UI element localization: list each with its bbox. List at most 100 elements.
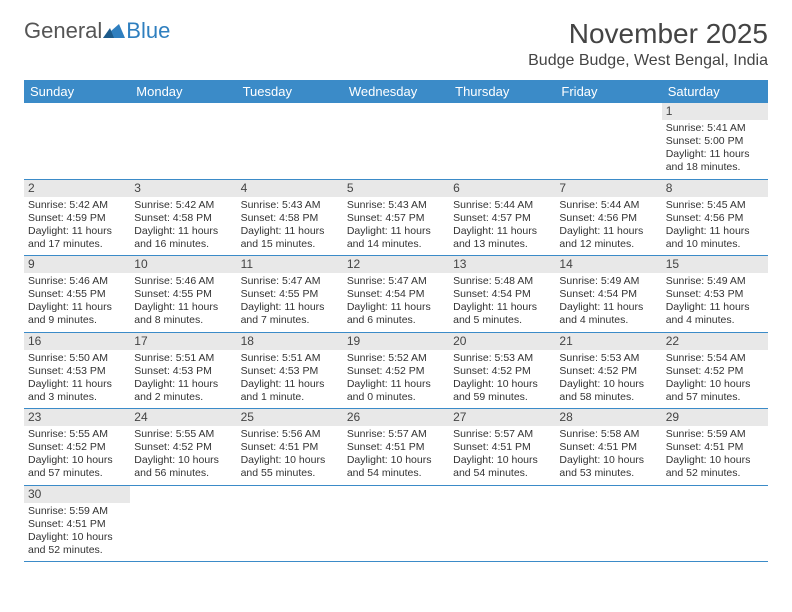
- daylight-line: Daylight: 11 hours and 15 minutes.: [241, 225, 339, 251]
- logo-icon: [103, 18, 125, 44]
- sunrise-line: Sunrise: 5:42 AM: [28, 199, 126, 212]
- sunrise-line: Sunrise: 5:47 AM: [241, 275, 339, 288]
- sunrise-line: Sunrise: 5:56 AM: [241, 428, 339, 441]
- sunrise-line: Sunrise: 5:48 AM: [453, 275, 551, 288]
- daylight-line: Daylight: 10 hours and 58 minutes.: [559, 378, 657, 404]
- day-cell: 17Sunrise: 5:51 AMSunset: 4:53 PMDayligh…: [130, 333, 236, 409]
- sunset-line: Sunset: 4:52 PM: [453, 365, 551, 378]
- day-number: 9: [24, 256, 130, 273]
- week-row: 9 Sunrise: 5:46 AM Sunset: 4:55 PM Daylight…: [24, 256, 768, 333]
- daylight-line: Daylight: 10 hours and 54 minutes.: [453, 454, 551, 480]
- day-number: 24: [130, 409, 236, 426]
- sunset-line: Sunset: 4:52 PM: [28, 441, 126, 454]
- day-cell: 9Sunrise: 5:46 AMSunset: 4:55 PMDaylight…: [24, 256, 130, 332]
- daylight-line: Daylight: 11 hours and 4 minutes.: [666, 301, 764, 327]
- sunset-line: Sunset: 4:58 PM: [241, 212, 339, 225]
- sunrise-line: Sunrise: 5:49 AM: [666, 275, 764, 288]
- sunset-line: Sunset: 4:51 PM: [28, 518, 126, 531]
- empty-cell: [449, 486, 555, 562]
- week-row: 16Sunrise: 5:50 AMSunset: 4:53 PMDayligh…: [24, 333, 768, 410]
- day-cell: 27 Sunrise: 5:57 AMSunset: 4:51 PMDayligh…: [449, 409, 555, 485]
- sunrise-line: Sunrise: 5:57 AM: [347, 428, 445, 441]
- daylight-line: Daylight: 10 hours and 54 minutes.: [347, 454, 445, 480]
- day-cell: 16Sunrise: 5:50 AMSunset: 4:53 PMDayligh…: [24, 333, 130, 409]
- empty-cell: [449, 103, 555, 179]
- weekday-col: Tuesday: [237, 80, 343, 103]
- daylight-line: Daylight: 11 hours and 8 minutes.: [134, 301, 232, 327]
- sunset-line: Sunset: 4:57 PM: [453, 212, 551, 225]
- daylight-line: Daylight: 11 hours and 3 minutes.: [28, 378, 126, 404]
- sunrise-line: Sunrise: 5:41 AM: [666, 122, 764, 135]
- daylight-line: Daylight: 10 hours and 56 minutes.: [134, 454, 232, 480]
- day-cell: 25Sunrise: 5:56 AMSunset: 4:51 PMDayligh…: [237, 409, 343, 485]
- sunset-line: Sunset: 4:55 PM: [241, 288, 339, 301]
- day-cell: 23Sunrise: 5:55 AMSunset: 4:52 PMDayligh…: [24, 409, 130, 485]
- daylight-line: Daylight: 10 hours and 55 minutes.: [241, 454, 339, 480]
- daylight-line: Daylight: 10 hours and 52 minutes.: [28, 531, 126, 557]
- sunrise-line: Sunrise: 5:53 AM: [453, 352, 551, 365]
- sunset-line: Sunset: 4:51 PM: [666, 441, 764, 454]
- day-number: 28: [555, 409, 661, 426]
- daylight-line: Daylight: 11 hours and 9 minutes.: [28, 301, 126, 327]
- daylight-line: Daylight: 11 hours and 1 minute.: [241, 378, 339, 404]
- sunrise-line: Sunrise: 5:46 AM: [134, 275, 232, 288]
- sunrise-line: Sunrise: 5:55 AM: [28, 428, 126, 441]
- sunrise-line: Sunrise: 5:52 AM: [347, 352, 445, 365]
- day-cell: 28Sunrise: 5:58 AMSunset: 4:51 PMDayligh…: [555, 409, 661, 485]
- day-number: 11: [237, 256, 343, 273]
- day-number: 27: [449, 409, 555, 426]
- week-row: 30Sunrise: 5:59 AMSunset: 4:51 PMDayligh…: [24, 486, 768, 563]
- day-cell: 13Sunrise: 5:48 AMSunset: 4:54 PMDayligh…: [449, 256, 555, 332]
- empty-cell: [130, 486, 236, 562]
- day-number: 13: [449, 256, 555, 273]
- sunrise-line: Sunrise: 5:43 AM: [347, 199, 445, 212]
- daylight-line: Daylight: 11 hours and 0 minutes.: [347, 378, 445, 404]
- sunrise-line: Sunrise: 5:53 AM: [559, 352, 657, 365]
- day-cell: 29Sunrise: 5:59 AMSunset: 4:51 PMDayligh…: [662, 409, 768, 485]
- day-cell: 10Sunrise: 5:46 AMSunset: 4:55 PMDayligh…: [130, 256, 236, 332]
- sunrise-line: Sunrise: 5:55 AM: [134, 428, 232, 441]
- sunrise-line: Sunrise: 5:43 AM: [241, 199, 339, 212]
- empty-cell: [24, 103, 130, 179]
- daylight-line: Daylight: 11 hours and 18 minutes.: [666, 148, 764, 174]
- empty-cell: [237, 486, 343, 562]
- sunrise-line: Sunrise: 5:57 AM: [453, 428, 551, 441]
- sunset-line: Sunset: 4:54 PM: [559, 288, 657, 301]
- daylight-line: Daylight: 11 hours and 4 minutes.: [559, 301, 657, 327]
- sunset-line: Sunset: 4:52 PM: [666, 365, 764, 378]
- day-cell: 30Sunrise: 5:59 AMSunset: 4:51 PMDayligh…: [24, 486, 130, 562]
- sunset-line: Sunset: 4:51 PM: [453, 441, 551, 454]
- daylight-line: Daylight: 10 hours and 57 minutes.: [28, 454, 126, 480]
- day-cell: 8Sunrise: 5:45 AMSunset: 4:56 PMDaylight…: [662, 180, 768, 256]
- sunrise-line: Sunrise: 5:58 AM: [559, 428, 657, 441]
- sunrise-line: Sunrise: 5:54 AM: [666, 352, 764, 365]
- sunrise-line: Sunrise: 5:44 AM: [559, 199, 657, 212]
- header: General Blue November 2025 Budge Budge, …: [0, 0, 792, 76]
- day-cell: 19Sunrise: 5:52 AMSunset: 4:52 PMDayligh…: [343, 333, 449, 409]
- day-number: 8: [662, 180, 768, 197]
- weekday-col: Monday: [130, 80, 236, 103]
- day-number: 16: [24, 333, 130, 350]
- day-cell: 26Sunrise: 5:57 AMSunset: 4:51 PMDayligh…: [343, 409, 449, 485]
- week-row: 2Sunrise: 5:42 AMSunset: 4:59 PMDaylight…: [24, 180, 768, 257]
- day-cell: 6Sunrise: 5:44 AMSunset: 4:57 PMDaylight…: [449, 180, 555, 256]
- sunrise-line: Sunrise: 5:59 AM: [28, 505, 126, 518]
- daylight-line: Daylight: 10 hours and 59 minutes.: [453, 378, 551, 404]
- day-number: 10: [130, 256, 236, 273]
- day-cell: 14Sunrise: 5:49 AMSunset: 4:54 PMDayligh…: [555, 256, 661, 332]
- weekday-col: Thursday: [449, 80, 555, 103]
- day-number: 1: [662, 103, 768, 120]
- sunrise-line: Sunrise: 5:49 AM: [559, 275, 657, 288]
- sunset-line: Sunset: 4:57 PM: [347, 212, 445, 225]
- sunrise-line: Sunrise: 5:59 AM: [666, 428, 764, 441]
- location: Budge Budge, West Bengal, India: [528, 52, 768, 70]
- day-cell: 3Sunrise: 5:42 AMSunset: 4:58 PMDaylight…: [130, 180, 236, 256]
- week-row: 23Sunrise: 5:55 AMSunset: 4:52 PMDayligh…: [24, 409, 768, 486]
- month-title: November 2025: [528, 18, 768, 50]
- day-number: 19: [343, 333, 449, 350]
- sunrise-line: Sunrise: 5:51 AM: [134, 352, 232, 365]
- sunset-line: Sunset: 4:54 PM: [453, 288, 551, 301]
- day-cell: 11Sunrise: 5:47 AMSunset: 4:55 PMDayligh…: [237, 256, 343, 332]
- daylight-line: Daylight: 10 hours and 53 minutes.: [559, 454, 657, 480]
- weekday-col: Sunday: [24, 80, 130, 103]
